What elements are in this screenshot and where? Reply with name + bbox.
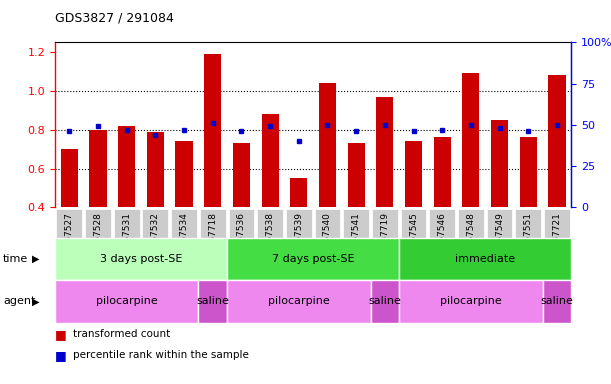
Bar	[89, 130, 107, 207]
Bar	[434, 137, 451, 207]
Text: ▶: ▶	[32, 296, 39, 306]
Text: pilocarpine: pilocarpine	[268, 296, 330, 306]
Bar	[319, 83, 336, 207]
Bar	[147, 132, 164, 207]
Text: pilocarpine: pilocarpine	[440, 296, 502, 306]
FancyBboxPatch shape	[171, 209, 197, 279]
FancyBboxPatch shape	[114, 209, 139, 279]
Text: ■: ■	[55, 328, 67, 341]
Text: 3 days post-SE: 3 days post-SE	[100, 254, 182, 264]
Text: GSM367548: GSM367548	[466, 212, 475, 267]
Text: 7 days post-SE: 7 days post-SE	[272, 254, 354, 264]
FancyBboxPatch shape	[430, 209, 455, 279]
Text: GSM367546: GSM367546	[437, 212, 447, 267]
Bar	[348, 143, 365, 207]
FancyBboxPatch shape	[229, 209, 254, 279]
Text: saline: saline	[541, 296, 573, 306]
Bar	[204, 54, 221, 207]
Bar	[60, 149, 78, 207]
Text: saline: saline	[368, 296, 401, 306]
Text: GSM367721: GSM367721	[552, 212, 562, 267]
FancyBboxPatch shape	[343, 209, 369, 279]
Bar	[118, 126, 135, 207]
Text: time: time	[3, 254, 28, 264]
Bar	[290, 178, 307, 207]
FancyBboxPatch shape	[257, 209, 283, 279]
Bar	[262, 114, 279, 207]
Text: ▶: ▶	[32, 254, 39, 264]
Text: GSM367540: GSM367540	[323, 212, 332, 267]
Bar	[405, 141, 422, 207]
FancyBboxPatch shape	[85, 209, 111, 279]
Text: GSM367536: GSM367536	[237, 212, 246, 268]
Text: GSM367538: GSM367538	[266, 212, 274, 268]
Bar	[491, 120, 508, 207]
Text: agent: agent	[3, 296, 35, 306]
FancyBboxPatch shape	[458, 209, 484, 279]
Bar	[376, 97, 393, 207]
Text: pilocarpine: pilocarpine	[96, 296, 158, 306]
Text: saline: saline	[196, 296, 229, 306]
Text: ■: ■	[55, 349, 67, 362]
FancyBboxPatch shape	[515, 209, 541, 279]
Text: percentile rank within the sample: percentile rank within the sample	[73, 350, 249, 360]
FancyBboxPatch shape	[286, 209, 312, 279]
Text: GSM367545: GSM367545	[409, 212, 418, 267]
Text: transformed count: transformed count	[73, 329, 170, 339]
Text: GDS3827 / 291084: GDS3827 / 291084	[55, 12, 174, 25]
FancyBboxPatch shape	[544, 209, 570, 279]
Text: GSM367718: GSM367718	[208, 212, 218, 268]
Text: GSM367539: GSM367539	[295, 212, 303, 268]
Text: GSM367551: GSM367551	[524, 212, 533, 268]
Text: GSM367549: GSM367549	[495, 212, 504, 267]
Bar	[520, 137, 537, 207]
FancyBboxPatch shape	[372, 209, 398, 279]
Text: GSM367541: GSM367541	[352, 212, 360, 267]
FancyBboxPatch shape	[142, 209, 168, 279]
Text: GSM367719: GSM367719	[380, 212, 389, 268]
Text: GSM367532: GSM367532	[151, 212, 160, 267]
Text: immediate: immediate	[455, 254, 515, 264]
FancyBboxPatch shape	[401, 209, 426, 279]
FancyBboxPatch shape	[200, 209, 225, 279]
FancyBboxPatch shape	[315, 209, 340, 279]
FancyBboxPatch shape	[56, 209, 82, 279]
Text: GSM367534: GSM367534	[180, 212, 189, 267]
Bar	[233, 143, 250, 207]
Text: GSM367528: GSM367528	[93, 212, 103, 267]
Bar	[463, 73, 480, 207]
FancyBboxPatch shape	[487, 209, 513, 279]
Text: GSM367527: GSM367527	[65, 212, 74, 267]
Text: GSM367531: GSM367531	[122, 212, 131, 268]
Bar	[548, 75, 566, 207]
Bar	[175, 141, 192, 207]
